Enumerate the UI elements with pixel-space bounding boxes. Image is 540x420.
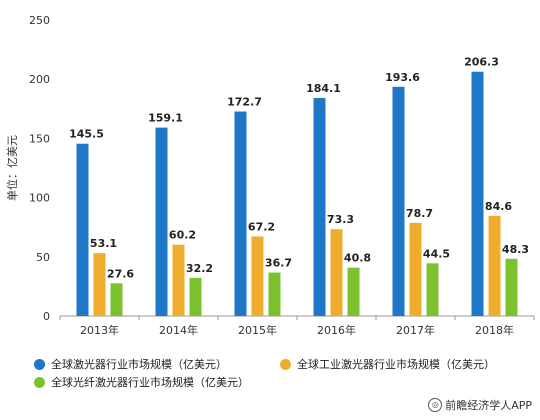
bar bbox=[505, 258, 518, 316]
bar bbox=[76, 143, 89, 316]
bar bbox=[392, 86, 405, 316]
bar bbox=[471, 71, 484, 316]
y-tick-label: 50 bbox=[36, 251, 50, 264]
x-tick-label: 2017年 bbox=[396, 323, 435, 337]
data-label: 193.6 bbox=[385, 71, 420, 84]
source-text: 前瞻经济学人APP bbox=[445, 399, 532, 412]
x-tick-label: 2015年 bbox=[238, 323, 277, 337]
legend-label-total: 全球激光器行业市场规模（亿美元） bbox=[51, 358, 227, 371]
bar bbox=[426, 263, 439, 316]
data-label: 73.3 bbox=[327, 213, 354, 226]
legend-label-industrial: 全球工业激光器行业市场规模（亿美元） bbox=[297, 358, 495, 371]
data-label: 44.5 bbox=[423, 247, 450, 260]
data-label: 67.2 bbox=[248, 220, 275, 233]
legend-item-fiber: 全球光纤激光器行业市场规模（亿美元） bbox=[34, 374, 249, 390]
legend-swatch-total bbox=[34, 358, 45, 370]
legend-item-industrial: 全球工业激光器行业市场规模（亿美元） bbox=[280, 356, 495, 372]
bar bbox=[268, 272, 281, 316]
bar bbox=[110, 283, 123, 316]
data-label: 60.2 bbox=[169, 229, 196, 242]
data-label: 78.7 bbox=[406, 207, 433, 220]
data-label: 32.2 bbox=[186, 262, 213, 275]
bar bbox=[155, 127, 168, 316]
y-tick-label: 0 bbox=[43, 310, 50, 323]
y-tick-label: 100 bbox=[29, 192, 50, 205]
bar bbox=[172, 244, 185, 316]
bar bbox=[251, 236, 264, 316]
source-credit: ◎ 前瞻经济学人APP bbox=[428, 397, 532, 413]
data-label: 84.6 bbox=[485, 200, 512, 213]
y-tick-label: 200 bbox=[29, 73, 50, 86]
source-logo-icon: ◎ bbox=[428, 398, 443, 412]
data-label: 159.1 bbox=[148, 112, 183, 125]
legend-swatch-fiber bbox=[34, 376, 45, 388]
y-tick-label: 250 bbox=[29, 14, 50, 27]
data-label: 27.6 bbox=[107, 267, 134, 280]
bar bbox=[189, 277, 202, 316]
x-tick-label: 2018年 bbox=[475, 323, 514, 337]
data-label: 172.7 bbox=[227, 96, 262, 109]
data-label: 206.3 bbox=[464, 56, 499, 69]
bar bbox=[488, 215, 501, 316]
y-axis-title: 单位：亿美元 bbox=[5, 135, 19, 201]
x-tick-label: 2013年 bbox=[80, 323, 119, 337]
legend-label-fiber: 全球光纤激光器行业市场规模（亿美元） bbox=[51, 376, 249, 389]
data-label: 48.3 bbox=[502, 243, 529, 256]
y-tick-label: 150 bbox=[29, 132, 50, 145]
data-label: 36.7 bbox=[265, 257, 292, 270]
data-label: 184.1 bbox=[306, 82, 341, 95]
data-label: 40.8 bbox=[344, 252, 371, 265]
bar bbox=[347, 267, 360, 316]
data-label: 145.5 bbox=[69, 128, 104, 141]
x-tick-label: 2016年 bbox=[317, 323, 356, 337]
bar bbox=[409, 222, 422, 316]
bar bbox=[93, 253, 106, 316]
bar bbox=[234, 111, 247, 317]
legend-swatch-industrial bbox=[280, 358, 291, 370]
x-tick-label: 2014年 bbox=[159, 323, 198, 337]
legend-item-total: 全球激光器行业市场规模（亿美元） bbox=[34, 356, 227, 372]
data-label: 53.1 bbox=[90, 237, 117, 250]
bar bbox=[330, 229, 343, 316]
bar bbox=[313, 98, 326, 316]
